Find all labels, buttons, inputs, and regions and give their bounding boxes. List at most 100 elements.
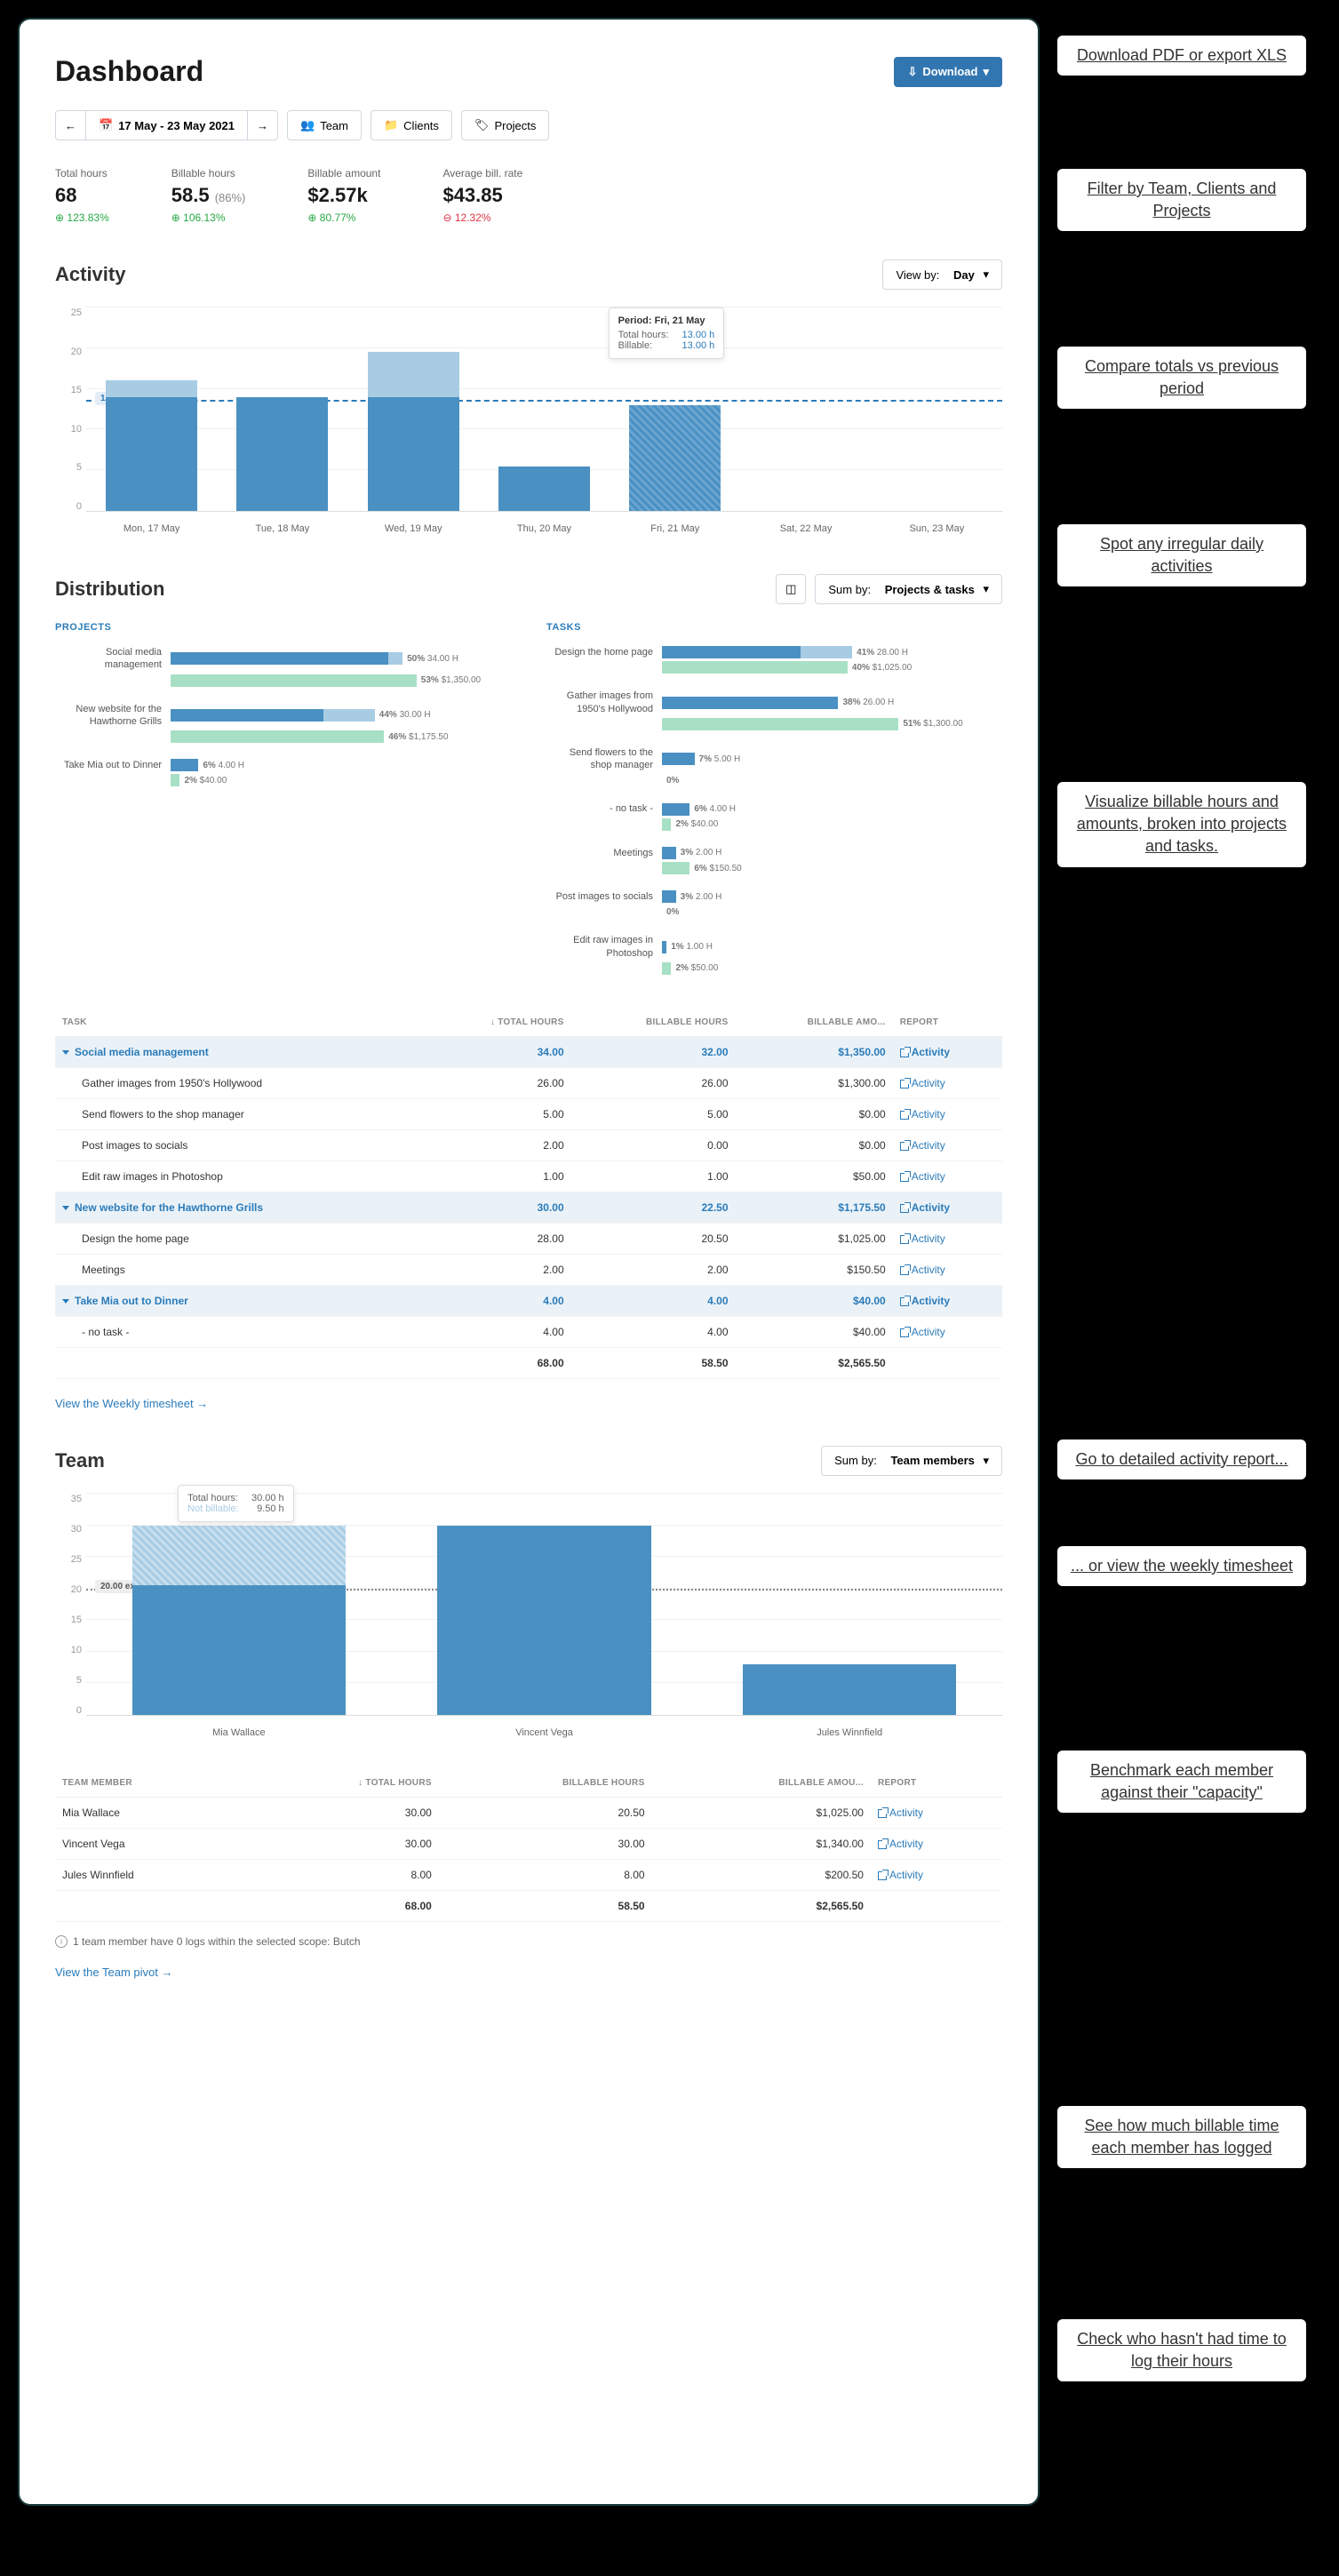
team-title: Team [55,1449,105,1472]
dist-item: Social media management 50% 34.00 H 53% … [55,646,511,687]
activity-bar[interactable] [86,307,217,511]
dist-item: New website for the Hawthorne Grills 44%… [55,703,511,744]
activity-link[interactable]: Activity [878,1869,923,1881]
col-billable[interactable]: BILLABLE HOURS [439,1769,652,1798]
date-next-button[interactable]: → [247,110,278,140]
table-total-row: 68.0058.50$2,565.50 [55,1347,1002,1378]
weekly-timesheet-link[interactable]: View the Weekly timesheet → [55,1397,208,1410]
table-row: Design the home page28.0020.50$1,025.00 … [55,1223,1002,1254]
table-group-row[interactable]: Take Mia out to Dinner 4.004.00$40.00 Ac… [55,1285,1002,1316]
tasks-bars: Design the home page 41% 28.00 H 40% $1,… [546,646,1002,975]
activity-bar[interactable] [348,307,479,511]
x-label: Sun, 23 May [872,516,1002,538]
projects-heading: PROJECTS [55,622,511,633]
activity-link[interactable]: Activity [900,1264,945,1276]
stat-change: ⊕ 80.77% [307,211,380,224]
activity-link[interactable]: Activity [900,1046,950,1058]
team-tooltip: Total hours:30.00 hNot billable:9.50 h [178,1485,294,1522]
activity-link[interactable]: Activity [878,1838,923,1850]
folder-icon: 📁 [384,118,398,132]
table-row: Mia Wallace30.0020.50$1,025.00 Activity [55,1797,1002,1828]
x-label: Sat, 22 May [740,516,871,538]
table-row: Gather images from 1950's Hollywood26.00… [55,1067,1002,1098]
distribution-sumby-button[interactable]: Sum by: Projects & tasks ▾ [815,574,1002,604]
team-sumby-button[interactable]: Sum by: Team members ▾ [821,1446,1002,1476]
layout-toggle-button[interactable]: ◫ [776,574,806,604]
col-amount[interactable]: BILLABLE AMOU... [652,1769,871,1798]
info-icon: i [55,1935,68,1948]
table-row: Edit raw images in Photoshop1.001.00$50.… [55,1160,1002,1192]
stat-card: Billable hours 58.5 (86%) ⊕ 106.13% [171,167,246,224]
date-range-button[interactable]: 📅 17 May - 23 May 2021 [85,110,248,140]
activity-link[interactable]: Activity [900,1170,945,1183]
date-prev-button[interactable]: ← [55,110,86,140]
stat-value: 58.5 (86%) [171,184,246,207]
col-report: REPORT [871,1769,1002,1798]
dashboard-panel: Dashboard ⇩ Download ▾ ← 📅 17 May - 23 M… [18,18,1040,2506]
activity-link[interactable]: Activity [900,1295,950,1307]
activity-bar[interactable] [872,307,1002,511]
callout: Visualize billable hours and amounts, br… [1057,782,1306,867]
team-bar[interactable] [697,1494,1002,1715]
callout: Check who hasn't had time to log their h… [1057,2319,1306,2381]
clients-filter-button[interactable]: 📁 Clients [371,110,452,140]
projects-bars: Social media management 50% 34.00 H 53% … [55,646,511,786]
filter-bar: ← 📅 17 May - 23 May 2021 → 👥 Team 📁 Clie… [55,110,1002,140]
activity-link[interactable]: Activity [900,1201,950,1214]
team-bar[interactable] [392,1494,697,1715]
stat-change: ⊕ 106.13% [171,211,246,224]
col-task[interactable]: TASK [55,1009,421,1037]
stat-value: $2.57k [307,184,380,207]
activity-link[interactable]: Activity [900,1232,945,1245]
dist-item: Gather images from 1950's Hollywood 38% … [546,690,1002,730]
x-label: Jules Winnfield [697,1720,1002,1743]
stat-change: ⊖ 12.32% [442,211,522,224]
table-group-row[interactable]: New website for the Hawthorne Grills 30.… [55,1192,1002,1223]
activity-link[interactable]: Activity [878,1806,923,1819]
callout: Benchmark each member against their "cap… [1057,1751,1306,1813]
task-table: TASK ↓ TOTAL HOURS BILLABLE HOURS BILLAB… [55,1009,1002,1379]
activity-link[interactable]: Activity [900,1108,945,1121]
col-total[interactable]: ↓ TOTAL HOURS [421,1009,570,1037]
stat-change: ⊕ 123.83% [55,211,109,224]
dist-item: Send flowers to the shop manager 7% 5.00… [546,746,1002,787]
callout: Download PDF or export XLS [1057,36,1306,76]
table-row: Meetings2.002.00$150.50 Activity [55,1254,1002,1285]
activity-link[interactable]: Activity [900,1326,945,1338]
x-label: Vincent Vega [392,1720,697,1743]
calendar-icon: 📅 [99,118,113,132]
distribution-title: Distribution [55,578,164,601]
table-row: Jules Winnfield8.008.00$200.50 Activity [55,1859,1002,1890]
dist-item: Take Mia out to Dinner 6% 4.00 H 2% $40.… [55,759,511,786]
download-button[interactable]: ⇩ Download ▾ [894,57,1002,87]
activity-bar[interactable] [217,307,347,511]
tasks-heading: TASKS [546,622,1002,633]
activity-link[interactable]: Activity [900,1139,945,1152]
dist-item: - no task - 6% 4.00 H 2% $40.00 [546,802,1002,830]
table-row: Post images to socials2.000.00$0.00 Acti… [55,1129,1002,1160]
col-member[interactable]: TEAM MEMBER [55,1769,245,1798]
dist-item: Post images to socials 3% 2.00 H 0% [546,890,1002,918]
team-pivot-link[interactable]: View the Team pivot → [55,1966,172,1979]
activity-bar[interactable] [479,307,610,511]
callout: Go to detailed activity report... [1057,1440,1306,1479]
activity-title: Activity [55,263,125,286]
callout: Compare totals vs previous period [1057,347,1306,409]
team-note: i 1 team member have 0 logs within the s… [55,1935,1002,1948]
activity-viewby-button[interactable]: View by: Day ▾ [882,259,1002,290]
callout: ... or view the weekly timesheet [1057,1546,1306,1586]
dist-item: Design the home page 41% 28.00 H 40% $1,… [546,646,1002,674]
col-billable[interactable]: BILLABLE HOURS [571,1009,736,1037]
activity-link[interactable]: Activity [900,1077,945,1089]
stat-value: 68 [55,184,109,207]
x-label: Thu, 20 May [479,516,610,538]
team-bar[interactable] [86,1494,392,1715]
team-filter-button[interactable]: 👥 Team [287,110,362,140]
activity-bar[interactable] [740,307,871,511]
page-title: Dashboard [55,55,203,88]
projects-filter-button[interactable]: 🏷 Projects [461,110,549,140]
download-icon: ⇩ [907,65,917,79]
table-group-row[interactable]: Social media management 34.0032.00$1,350… [55,1036,1002,1067]
col-total[interactable]: ↓ TOTAL HOURS [245,1769,439,1798]
col-amount[interactable]: BILLABLE AMO... [736,1009,893,1037]
